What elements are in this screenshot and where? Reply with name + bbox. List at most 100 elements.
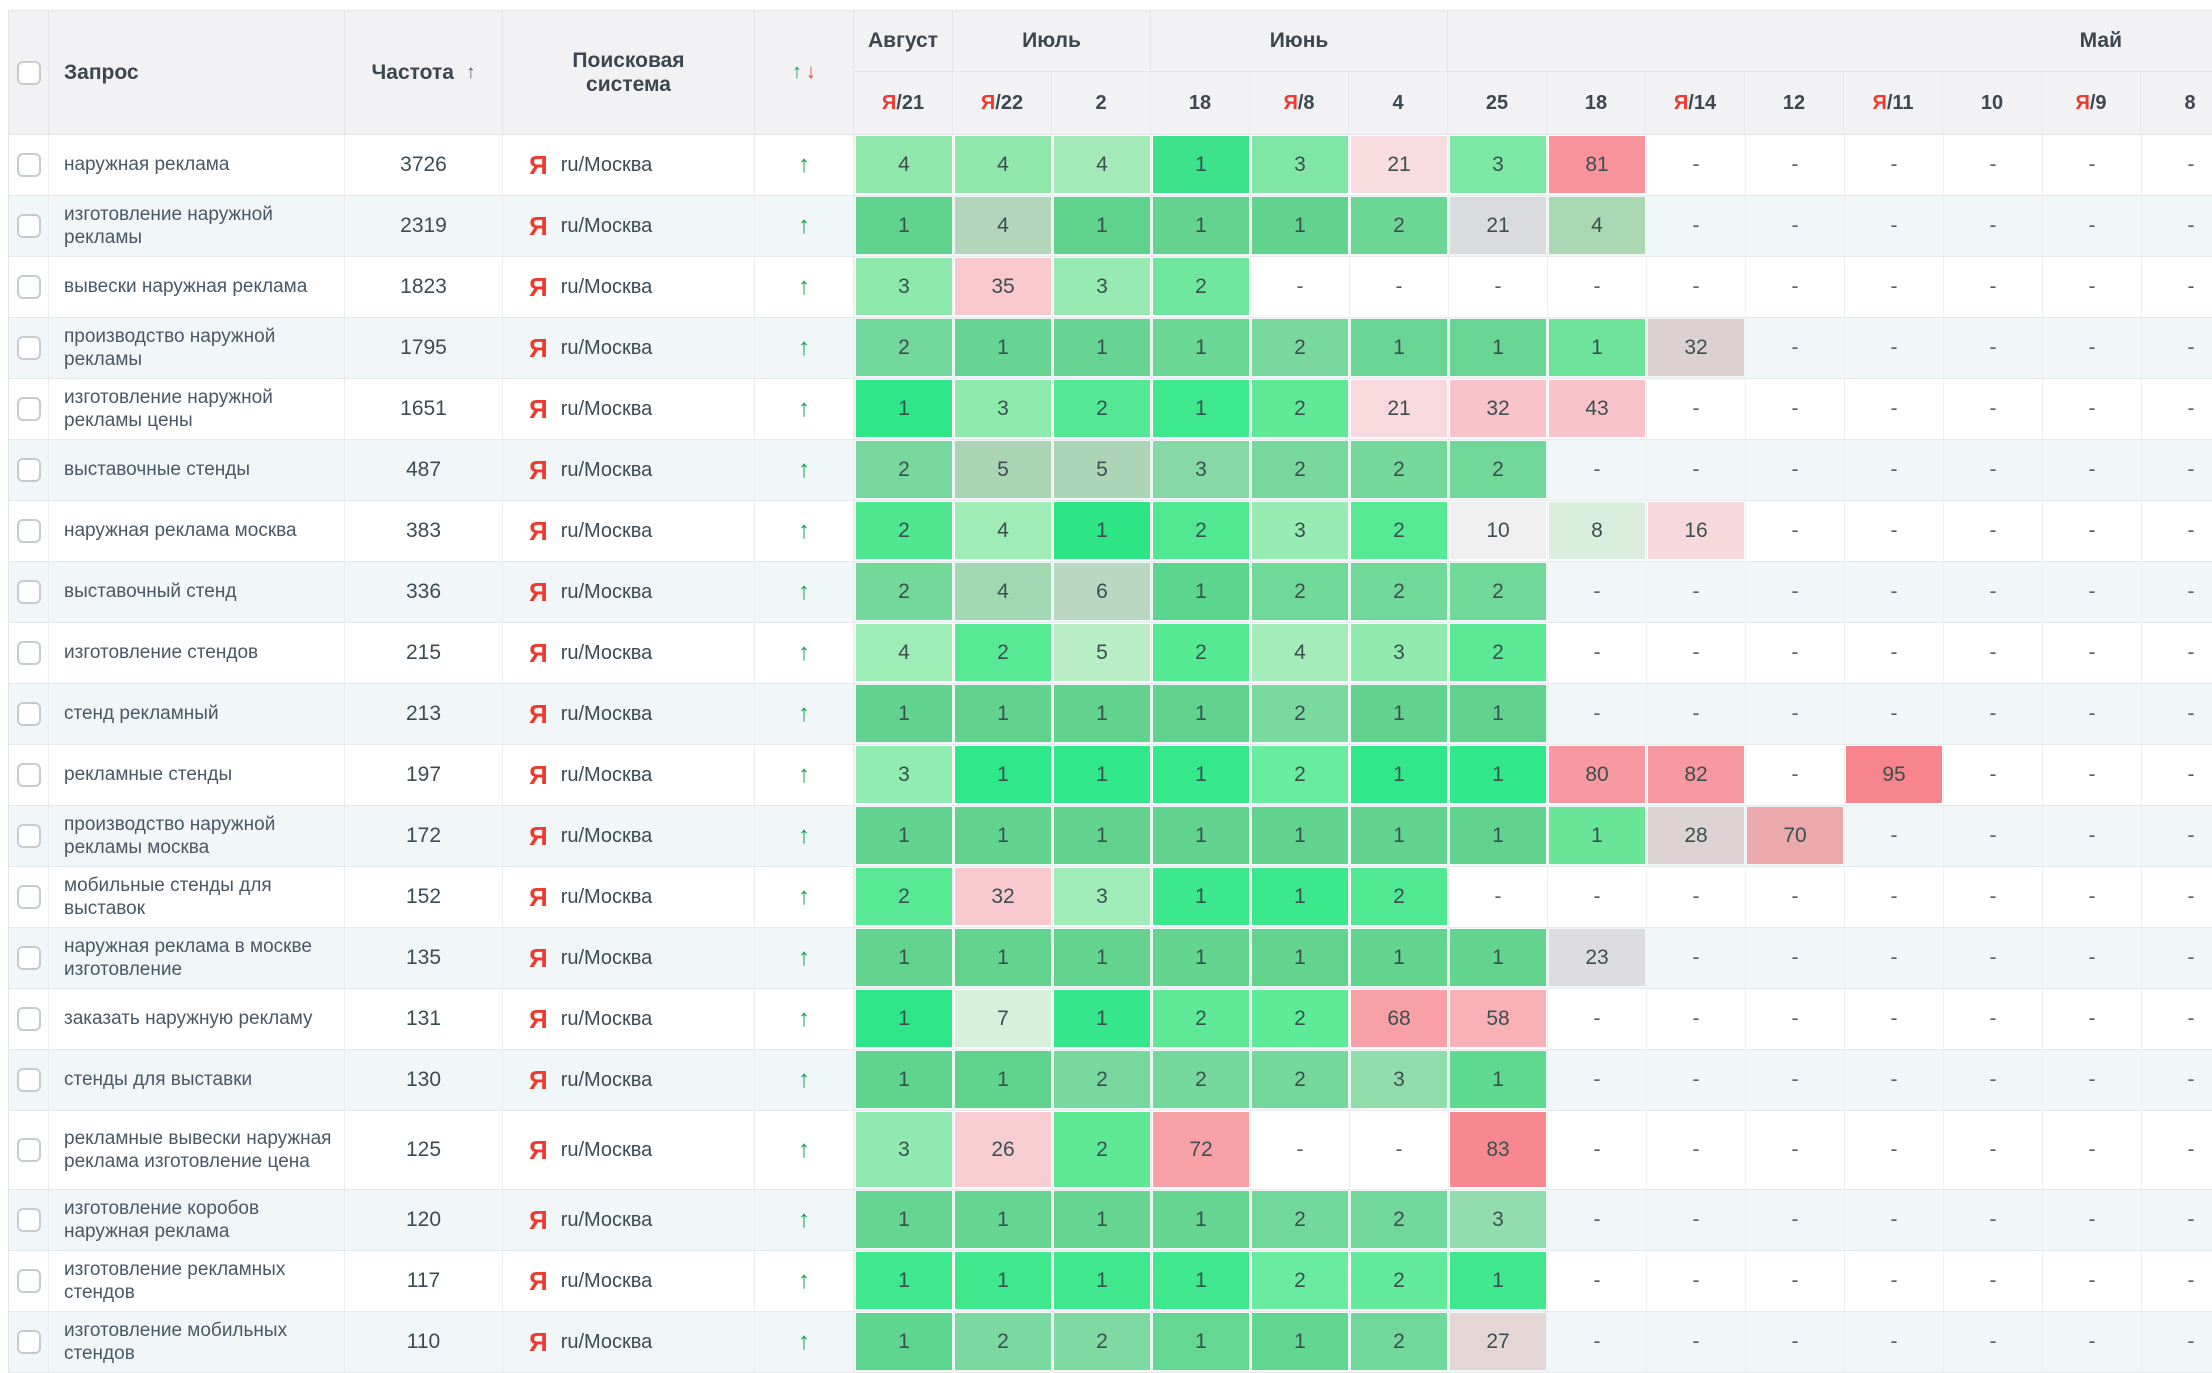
row-checkbox[interactable] [16, 824, 41, 848]
query-cell[interactable]: наружная реклама москва [49, 501, 345, 561]
row-checkbox[interactable] [16, 1269, 41, 1293]
query-cell[interactable]: производство наружной рекламы [49, 318, 345, 378]
position-value: 1 [955, 1252, 1051, 1309]
position-cell: - [1844, 623, 1943, 683]
row-checkbox[interactable] [16, 336, 41, 360]
query-cell[interactable]: изготовление коробов наружная реклама [49, 1190, 345, 1250]
row-checkbox[interactable] [16, 275, 41, 299]
position-cell: - [2141, 440, 2212, 500]
position-cell: 2 [854, 318, 953, 378]
position-cell: 3 [854, 745, 953, 805]
query-cell[interactable]: изготовление мобильных стендов [49, 1312, 345, 1372]
query-text[interactable]: заказать наружную рекламу [64, 1008, 313, 1030]
query-cell[interactable]: заказать наружную рекламу [49, 989, 345, 1049]
query-text[interactable]: выставочный стенд [64, 581, 237, 603]
query-text[interactable]: стенды для выставки [64, 1069, 253, 1091]
row-checkbox[interactable] [16, 519, 41, 543]
query-cell[interactable]: изготовление наружной рекламы цены [49, 379, 345, 439]
position-cell: 1 [953, 684, 1052, 744]
select-all-cell [9, 11, 49, 134]
query-text[interactable]: наружная реклама [64, 154, 230, 176]
query-cell[interactable]: производство наружной рекламы москва [49, 806, 345, 866]
query-text[interactable]: наружная реклама в москве изготовление [64, 935, 312, 980]
query-text[interactable]: изготовление рекламных стендов [64, 1258, 286, 1303]
row-checkbox[interactable] [16, 946, 41, 970]
row-checkbox[interactable] [16, 885, 41, 909]
query-text[interactable]: выставочные стенды [64, 459, 251, 481]
position-empty: - [1791, 762, 1799, 786]
query-text[interactable]: стенд рекламный [64, 703, 219, 725]
position-cell: 2 [953, 623, 1052, 683]
column-header-dynamics[interactable]: ↑ ↓ [755, 11, 854, 134]
position-cell: 1 [953, 745, 1052, 805]
row-checkbox-cell [9, 867, 49, 927]
query-cell[interactable]: изготовление наружной рекламы [49, 196, 345, 256]
query-cell[interactable]: изготовление стендов [49, 623, 345, 683]
position-value: 1 [1549, 807, 1645, 864]
query-text[interactable]: вывески наружная реклама [64, 276, 308, 298]
query-cell[interactable]: мобильные стенды для выставок [49, 867, 345, 927]
query-cell[interactable]: выставочный стенд [49, 562, 345, 622]
row-checkbox[interactable] [16, 1330, 41, 1354]
row-checkbox[interactable] [16, 580, 41, 604]
yandex-icon: Я [529, 882, 548, 912]
position-cell: 1 [1151, 1190, 1250, 1250]
query-text[interactable]: изготовление стендов [64, 642, 259, 664]
trend-up-icon: ↑ [798, 944, 810, 971]
arrow-up-icon[interactable]: ↑ [792, 61, 802, 83]
arrow-down-icon[interactable]: ↓ [806, 61, 816, 83]
position-cell: - [1646, 928, 1745, 988]
query-text[interactable]: рекламные вывески наружная реклама изгот… [64, 1127, 332, 1172]
query-text[interactable]: изготовление наружной рекламы [64, 203, 273, 248]
query-text[interactable]: рекламные стенды [64, 764, 233, 786]
row-checkbox[interactable] [16, 1068, 41, 1092]
query-cell[interactable]: наружная реклама [49, 135, 345, 195]
column-header-query: Запрос [49, 11, 345, 134]
query-cell[interactable]: изготовление рекламных стендов [49, 1251, 345, 1311]
query-text[interactable]: изготовление наружной рекламы цены [64, 386, 273, 431]
query-cell[interactable]: рекламные стенды [49, 745, 345, 805]
query-text[interactable]: наружная реклама москва [64, 520, 297, 542]
position-empty: - [1593, 274, 1601, 298]
row-checkbox[interactable] [16, 641, 41, 665]
position-value: 2 [1351, 197, 1447, 254]
position-empty: - [2088, 1006, 2096, 1030]
query-cell[interactable]: наружная реклама в москве изготовление [49, 928, 345, 988]
query-cell[interactable]: рекламные вывески наружная реклама изгот… [49, 1111, 345, 1189]
position-empty: - [2187, 945, 2195, 969]
position-cell: - [2141, 379, 2212, 439]
row-checkbox[interactable] [16, 397, 41, 421]
column-header-frequency[interactable]: Частота ↑ [345, 11, 503, 134]
row-checkbox[interactable] [16, 153, 41, 177]
sort-ascending-icon[interactable]: ↑ [465, 61, 476, 83]
position-value: 1 [1450, 1252, 1546, 1309]
query-text[interactable]: производство наружной рекламы [64, 325, 276, 370]
select-all-checkbox[interactable] [16, 60, 41, 85]
yandex-icon: Я [529, 943, 548, 973]
row-checkbox[interactable] [16, 763, 41, 787]
query-cell[interactable]: вывески наружная реклама [49, 257, 345, 317]
query-text[interactable]: изготовление коробов наружная реклама [64, 1197, 260, 1242]
query-cell[interactable]: стенды для выставки [49, 1050, 345, 1110]
row-checkbox[interactable] [16, 1208, 41, 1232]
row-checkbox[interactable] [16, 1007, 41, 1031]
row-checkbox-cell [9, 806, 49, 866]
query-text[interactable]: изготовление мобильных стендов [64, 1319, 288, 1364]
frequency-value: 197 [405, 763, 442, 786]
row-checkbox[interactable] [16, 458, 41, 482]
row-checkbox[interactable] [16, 214, 41, 238]
position-value: 4 [1054, 136, 1150, 193]
row-checkbox[interactable] [16, 1138, 41, 1162]
position-empty: - [2187, 701, 2195, 725]
position-cell: 70 [1745, 806, 1844, 866]
row-checkbox[interactable] [16, 702, 41, 726]
query-text[interactable]: производство наружной рекламы москва [64, 813, 276, 858]
query-cell[interactable]: выставочные стенды [49, 440, 345, 500]
query-cell[interactable]: стенд рекламный [49, 684, 345, 744]
position-cell: 1 [1052, 745, 1151, 805]
position-cell: - [2042, 1111, 2141, 1189]
query-text[interactable]: мобильные стенды для выставок [64, 874, 272, 919]
position-empty: - [1593, 1207, 1601, 1231]
